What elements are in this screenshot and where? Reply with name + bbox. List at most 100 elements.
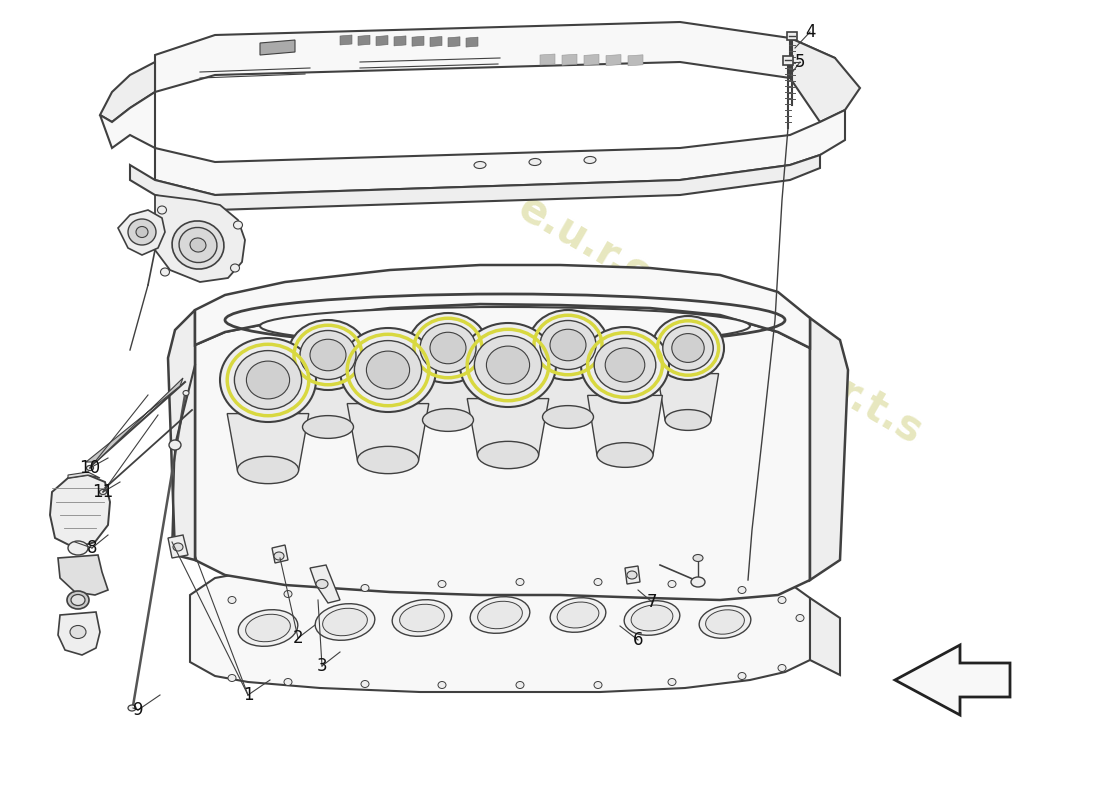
Text: since 1985: since 1985 — [647, 428, 793, 528]
Ellipse shape — [663, 326, 713, 370]
Polygon shape — [118, 210, 165, 255]
Ellipse shape — [228, 674, 236, 682]
Text: 9: 9 — [133, 701, 143, 719]
Ellipse shape — [516, 578, 524, 586]
Polygon shape — [790, 38, 860, 122]
Polygon shape — [168, 535, 188, 558]
Ellipse shape — [99, 490, 107, 494]
Polygon shape — [340, 35, 352, 45]
Ellipse shape — [584, 157, 596, 163]
Polygon shape — [658, 374, 718, 420]
Ellipse shape — [70, 626, 86, 638]
Ellipse shape — [239, 610, 298, 646]
Ellipse shape — [486, 346, 529, 384]
Ellipse shape — [691, 577, 705, 587]
Ellipse shape — [672, 334, 704, 362]
Polygon shape — [412, 36, 424, 46]
Ellipse shape — [705, 610, 745, 634]
Polygon shape — [100, 62, 155, 122]
Ellipse shape — [231, 264, 240, 272]
Ellipse shape — [233, 221, 242, 229]
Ellipse shape — [594, 682, 602, 689]
Polygon shape — [584, 54, 600, 66]
Ellipse shape — [738, 586, 746, 594]
Polygon shape — [294, 383, 362, 427]
Polygon shape — [155, 22, 835, 95]
Polygon shape — [430, 37, 442, 46]
Polygon shape — [628, 54, 643, 66]
Polygon shape — [348, 403, 429, 460]
Polygon shape — [58, 555, 108, 595]
Ellipse shape — [288, 320, 368, 390]
Text: 8: 8 — [87, 539, 97, 557]
Text: a passion for parts: a passion for parts — [585, 370, 776, 490]
Polygon shape — [272, 545, 288, 563]
Ellipse shape — [128, 219, 156, 245]
Text: 6: 6 — [632, 631, 644, 649]
Ellipse shape — [245, 614, 290, 642]
Ellipse shape — [310, 339, 346, 370]
Ellipse shape — [274, 552, 284, 560]
Ellipse shape — [246, 361, 289, 399]
Ellipse shape — [316, 604, 375, 640]
Text: 2: 2 — [293, 629, 304, 647]
Ellipse shape — [366, 351, 409, 389]
Ellipse shape — [594, 578, 602, 586]
Ellipse shape — [422, 409, 473, 431]
Text: 10: 10 — [79, 459, 100, 477]
Polygon shape — [195, 265, 810, 348]
Ellipse shape — [557, 602, 598, 628]
Text: 4: 4 — [805, 23, 815, 41]
Polygon shape — [810, 318, 848, 580]
Ellipse shape — [72, 594, 85, 606]
Ellipse shape — [624, 601, 680, 635]
Ellipse shape — [393, 600, 452, 636]
Ellipse shape — [477, 602, 522, 629]
Polygon shape — [466, 37, 478, 47]
Ellipse shape — [300, 330, 356, 379]
Ellipse shape — [136, 226, 149, 238]
Ellipse shape — [179, 227, 217, 262]
Polygon shape — [310, 565, 340, 603]
Ellipse shape — [693, 554, 703, 562]
Ellipse shape — [631, 605, 673, 631]
Polygon shape — [50, 475, 110, 548]
Polygon shape — [68, 472, 100, 478]
Polygon shape — [190, 555, 810, 692]
Ellipse shape — [460, 323, 556, 407]
Polygon shape — [228, 414, 309, 470]
Ellipse shape — [470, 597, 530, 634]
Text: 11: 11 — [92, 483, 113, 501]
Ellipse shape — [597, 442, 653, 467]
Ellipse shape — [220, 338, 316, 422]
Text: 1: 1 — [243, 686, 253, 704]
Ellipse shape — [778, 665, 786, 671]
Polygon shape — [810, 598, 840, 675]
Ellipse shape — [430, 332, 466, 364]
Ellipse shape — [190, 238, 206, 252]
Ellipse shape — [668, 581, 676, 587]
Polygon shape — [448, 37, 460, 46]
Ellipse shape — [605, 348, 645, 382]
Text: 3: 3 — [317, 657, 328, 675]
Ellipse shape — [540, 321, 596, 370]
Ellipse shape — [408, 313, 488, 383]
Ellipse shape — [354, 341, 421, 399]
Ellipse shape — [161, 268, 169, 276]
Polygon shape — [86, 378, 183, 462]
Ellipse shape — [477, 442, 539, 469]
Polygon shape — [468, 398, 549, 455]
Ellipse shape — [238, 456, 298, 484]
Ellipse shape — [157, 206, 166, 214]
Ellipse shape — [666, 410, 711, 430]
Ellipse shape — [700, 606, 751, 638]
Ellipse shape — [169, 440, 182, 450]
Ellipse shape — [796, 614, 804, 622]
Ellipse shape — [581, 327, 669, 403]
Polygon shape — [376, 35, 388, 46]
Ellipse shape — [594, 338, 656, 392]
Ellipse shape — [542, 406, 594, 428]
Polygon shape — [358, 35, 370, 46]
Ellipse shape — [668, 678, 676, 686]
Ellipse shape — [438, 581, 446, 587]
